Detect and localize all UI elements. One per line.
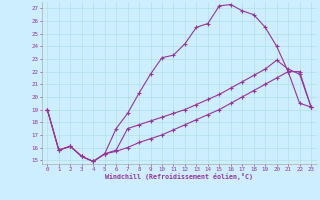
X-axis label: Windchill (Refroidissement éolien,°C): Windchill (Refroidissement éolien,°C) <box>105 173 253 180</box>
